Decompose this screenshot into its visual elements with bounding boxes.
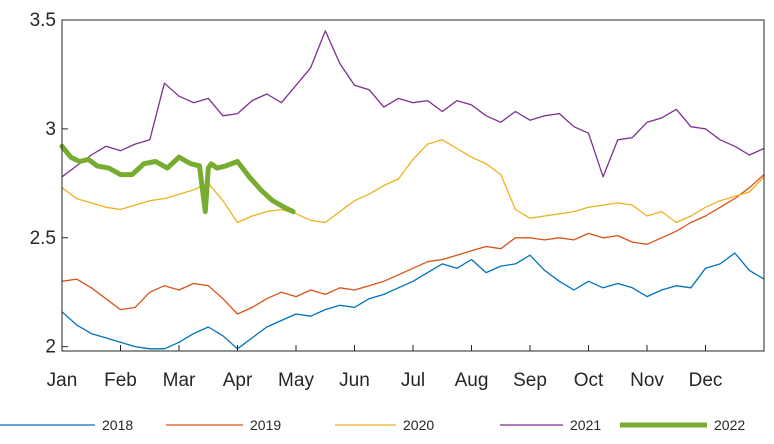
legend-label-2022: 2022 — [714, 417, 745, 433]
series-line-2022 — [59, 143, 296, 215]
series-line-2018 — [61, 252, 765, 350]
x-tick-label-sep: Sep — [513, 370, 547, 391]
series-layer — [59, 30, 765, 350]
legend-label-2019: 2019 — [250, 417, 281, 433]
legend: 2018 2019 2020 2021 2022 — [0, 417, 745, 433]
x-tick-label-jun: Jun — [339, 370, 370, 391]
x-tick-label-may: May — [278, 370, 314, 391]
x-tick-label-feb: Feb — [104, 370, 137, 391]
x-tick-label-mar: Mar — [163, 370, 196, 391]
x-tick-label-apr: Apr — [223, 370, 253, 391]
legend-label-2018: 2018 — [102, 417, 133, 433]
x-tick-label-aug: Aug — [455, 370, 489, 391]
x-tick-label-jan: Jan — [47, 370, 78, 391]
x-tick-label-dec: Dec — [689, 370, 723, 391]
y-tick-label-2: 3 — [45, 119, 56, 140]
y-tick-label-3: 3.5 — [30, 10, 56, 31]
series-line-2019 — [61, 173, 765, 315]
legend-label-2021: 2021 — [570, 417, 601, 433]
legend-label-2020: 2020 — [403, 417, 434, 433]
y-tick-label-0: 2 — [45, 337, 56, 358]
x-tick-label-jul: Jul — [401, 370, 425, 391]
x-axis: Jan Feb Mar Apr May Jun Jul Aug Sep Oct Nov Dec — [47, 345, 723, 391]
plot-area — [62, 20, 764, 351]
y-tick-label-1: 2.5 — [30, 228, 56, 249]
x-tick-label-nov: Nov — [630, 370, 664, 391]
series-line-2020 — [61, 139, 765, 224]
series-line-2021 — [61, 30, 765, 178]
y-axis: 2 2.5 3 3.5 — [30, 10, 68, 358]
x-tick-label-oct: Oct — [574, 370, 604, 391]
